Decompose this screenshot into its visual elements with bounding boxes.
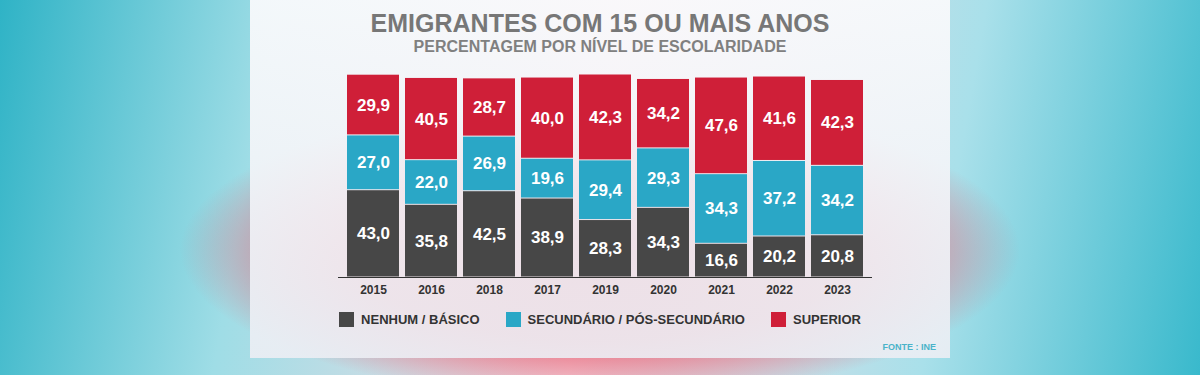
svg-text:35,8: 35,8 xyxy=(415,232,448,251)
html-text:SECUNDÁRIO / PÓS-SECUNDÁRIO: SECUNDÁRIO / PÓS-SECUNDÁRIO xyxy=(527,312,745,327)
svg-text:41,6: 41,6 xyxy=(763,109,796,128)
svg-text:19,6: 19,6 xyxy=(531,169,564,188)
svg-text:20,8: 20,8 xyxy=(821,247,854,266)
html-text:FONTE : INE: FONTE : INE xyxy=(882,342,936,352)
html-text:SUPERIOR: SUPERIOR xyxy=(793,312,861,327)
svg-text:42,5: 42,5 xyxy=(473,225,506,244)
svg-text:29,4: 29,4 xyxy=(589,181,623,200)
svg-text:29,9: 29,9 xyxy=(357,95,390,114)
svg-text:2016: 2016 xyxy=(418,283,445,297)
svg-text:34,3: 34,3 xyxy=(705,199,738,218)
html-text:EMIGRANTES COM 15 OU MAIS ANOS: EMIGRANTES COM 15 OU MAIS ANOS xyxy=(370,9,830,37)
svg-text:42,3: 42,3 xyxy=(589,108,622,127)
svg-text:2017: 2017 xyxy=(534,283,561,297)
html-text:PERCENTAGEM POR NÍVEL DE ESCOL: PERCENTAGEM POR NÍVEL DE ESCOLARIDADE xyxy=(413,38,787,55)
svg-text:2023: 2023 xyxy=(824,283,851,297)
svg-text:27,0: 27,0 xyxy=(357,153,390,172)
svg-text:2020: 2020 xyxy=(650,283,677,297)
svg-text:20,2: 20,2 xyxy=(763,247,796,266)
svg-text:2015: 2015 xyxy=(360,283,387,297)
svg-text:16,6: 16,6 xyxy=(705,251,738,270)
svg-text:34,2: 34,2 xyxy=(647,104,680,123)
svg-text:42,3: 42,3 xyxy=(821,113,854,132)
svg-text:2021: 2021 xyxy=(708,283,735,297)
svg-text:29,3: 29,3 xyxy=(647,169,680,188)
svg-text:22,0: 22,0 xyxy=(415,173,448,192)
svg-text:43,0: 43,0 xyxy=(357,224,390,243)
svg-text:34,2: 34,2 xyxy=(821,191,854,210)
svg-text:37,2: 37,2 xyxy=(763,189,796,208)
svg-text:2019: 2019 xyxy=(592,283,619,297)
html-text:NENHUM / BÁSICO: NENHUM / BÁSICO xyxy=(361,312,480,327)
svg-text:2022: 2022 xyxy=(766,283,793,297)
svg-text:2018: 2018 xyxy=(476,283,503,297)
svg-text:34,3: 34,3 xyxy=(647,233,680,252)
svg-text:28,7: 28,7 xyxy=(473,98,506,117)
svg-text:40,0: 40,0 xyxy=(531,109,564,128)
svg-text:38,9: 38,9 xyxy=(531,228,564,247)
svg-text:40,5: 40,5 xyxy=(415,109,448,128)
svg-text:47,6: 47,6 xyxy=(705,116,738,135)
svg-text:26,9: 26,9 xyxy=(473,154,506,173)
svg-text:28,3: 28,3 xyxy=(589,239,622,258)
